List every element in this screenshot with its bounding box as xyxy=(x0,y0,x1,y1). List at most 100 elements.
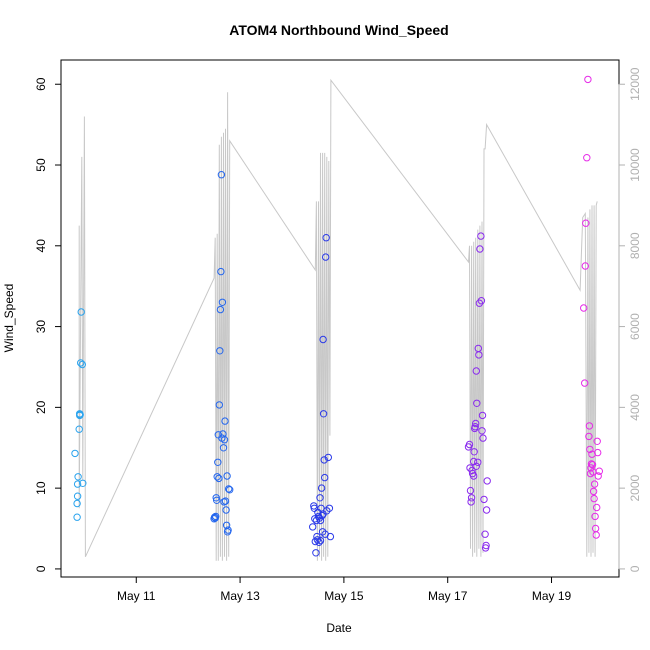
data-point-series-4 xyxy=(472,367,480,375)
data-point-series-2 xyxy=(213,496,221,504)
data-point-series-5 xyxy=(587,460,596,468)
data-point-series-5 xyxy=(594,472,602,480)
data-point-series-1 xyxy=(77,359,85,367)
data-point-series-3 xyxy=(319,510,327,518)
x-tick-label: May 15 xyxy=(324,589,364,603)
y-axis-label: Wind_Speed xyxy=(2,284,16,353)
data-point-series-4 xyxy=(472,462,480,470)
x-tick-label: May 11 xyxy=(117,589,156,603)
data-point-series-2 xyxy=(217,171,226,179)
data-point-series-4 xyxy=(470,472,478,480)
data-point-series-2 xyxy=(219,444,228,452)
data-point-series-4 xyxy=(478,427,486,435)
secondary-series-line xyxy=(78,78,598,561)
data-point-series-3 xyxy=(324,453,332,462)
data-point-series-2 xyxy=(212,512,220,521)
data-point-series-5 xyxy=(592,531,600,539)
data-point-series-5 xyxy=(586,445,594,454)
data-point-series-4 xyxy=(481,530,489,538)
data-point-series-5 xyxy=(588,461,597,469)
y2-tick-label: 10000 xyxy=(628,148,642,182)
data-point-series-5 xyxy=(580,304,588,312)
y2-tick-label: 4000 xyxy=(628,394,642,421)
x-axis: May 11 May 13 May 15 May 17 May 19 xyxy=(117,576,572,603)
data-point-series-3 xyxy=(322,234,330,242)
data-point-series-2 xyxy=(210,513,219,521)
data-point-series-5 xyxy=(594,448,602,457)
data-point-series-5 xyxy=(583,154,591,162)
y-axis-left: 0 10 20 30 40 50 60 xyxy=(34,77,62,572)
data-point-series-3 xyxy=(312,549,320,557)
data-point-series-1 xyxy=(76,410,84,419)
x-tick-label: May 19 xyxy=(532,589,572,603)
data-point-series-2 xyxy=(225,485,233,493)
x-axis-label: Date xyxy=(326,621,352,635)
data-point-series-1 xyxy=(79,479,87,487)
data-point-series-4 xyxy=(475,351,483,359)
data-point-series-5 xyxy=(590,480,599,488)
data-point-series-3 xyxy=(317,484,326,492)
data-point-series-3 xyxy=(320,456,328,464)
data-point-series-3 xyxy=(316,536,325,545)
data-point-series-5 xyxy=(590,494,598,503)
data-point-series-3 xyxy=(316,516,325,525)
plot-area-frame xyxy=(60,59,620,578)
data-point-series-2 xyxy=(221,417,229,425)
data-point-series-2 xyxy=(224,526,232,534)
data-point-series-3 xyxy=(314,512,323,521)
data-point-series-1 xyxy=(73,513,81,521)
data-point-series-4 xyxy=(474,458,482,466)
data-point-series-2 xyxy=(214,458,222,466)
y-tick-label: 30 xyxy=(34,320,48,334)
y2-tick-label: 2000 xyxy=(628,474,642,501)
data-point-series-4 xyxy=(465,440,474,449)
data-point-series-1 xyxy=(78,360,87,369)
x-tick-label: May 17 xyxy=(428,589,468,603)
secondary-series-layer xyxy=(78,78,598,561)
data-point-series-5 xyxy=(589,487,598,496)
data-point-series-5 xyxy=(585,432,593,441)
data-point-series-2 xyxy=(223,472,231,480)
data-point-series-3 xyxy=(318,511,326,520)
data-point-series-3 xyxy=(318,528,327,536)
data-point-series-2 xyxy=(216,305,225,314)
y-tick-label: 50 xyxy=(34,158,48,172)
data-point-series-2 xyxy=(217,267,225,276)
y-tick-label: 20 xyxy=(34,400,48,414)
data-point-series-4 xyxy=(470,448,478,456)
data-point-series-5 xyxy=(584,75,592,84)
data-point-series-2 xyxy=(226,486,234,494)
data-point-series-4 xyxy=(466,486,475,495)
y-tick-label: 10 xyxy=(34,481,48,495)
data-point-series-4 xyxy=(467,498,475,506)
data-point-series-2 xyxy=(222,506,230,514)
data-point-series-3 xyxy=(322,253,330,261)
data-point-series-1 xyxy=(73,492,82,500)
data-point-series-5 xyxy=(593,437,601,445)
data-point-series-4 xyxy=(479,434,487,442)
data-point-series-4 xyxy=(477,297,486,305)
y2-tick-label: 8000 xyxy=(628,232,642,259)
y-tick-label: 60 xyxy=(34,77,48,91)
data-point-series-4 xyxy=(478,411,487,420)
data-point-series-1 xyxy=(73,499,81,508)
data-point-series-4 xyxy=(483,477,491,485)
data-points-layer xyxy=(71,75,603,557)
data-point-series-3 xyxy=(309,523,317,531)
y2-tick-label: 0 xyxy=(628,565,642,572)
data-point-series-3 xyxy=(315,538,323,546)
data-point-series-3 xyxy=(316,494,324,502)
data-point-series-4 xyxy=(472,419,480,428)
data-point-series-4 xyxy=(473,399,481,407)
data-point-series-2 xyxy=(218,434,226,442)
data-point-series-5 xyxy=(581,262,589,270)
data-point-series-2 xyxy=(218,298,227,306)
data-point-series-3 xyxy=(321,473,329,482)
data-point-series-5 xyxy=(593,503,601,512)
x-tick-label: May 13 xyxy=(220,589,260,603)
data-point-series-5 xyxy=(581,379,589,387)
y-tick-label: 40 xyxy=(34,239,48,253)
data-point-series-3 xyxy=(319,335,327,344)
data-point-series-1 xyxy=(77,308,85,316)
